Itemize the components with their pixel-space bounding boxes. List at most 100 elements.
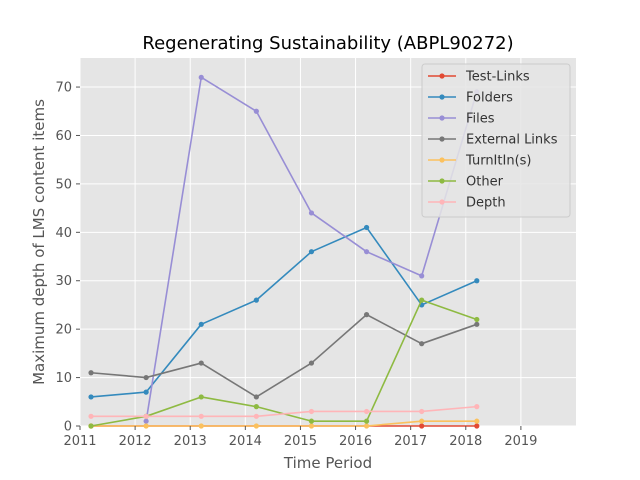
data-point (419, 341, 425, 347)
legend-marker (439, 136, 445, 142)
data-point (253, 297, 259, 303)
legend-marker (439, 115, 445, 121)
legend-entry: TurnItIn(s) (428, 154, 531, 169)
data-point (419, 273, 425, 279)
data-point (198, 360, 204, 366)
y-axis-ticks: 0 10 20 30 40 50 60 70 (55, 81, 80, 435)
legend-box (421, 63, 571, 218)
y-tick-label: 50 (55, 177, 72, 192)
data-point (363, 408, 370, 415)
series-line (91, 405, 477, 418)
x-tick-label: 2015 (284, 434, 317, 449)
legend-entry: External Links (428, 133, 558, 148)
data-point (308, 249, 315, 255)
data-point (88, 423, 94, 429)
data-point (198, 423, 204, 429)
y-tick-label: 40 (55, 226, 72, 241)
data-point (419, 423, 425, 429)
data-point (143, 389, 149, 395)
data-point (143, 423, 149, 429)
data-point (88, 413, 94, 419)
data-point (363, 312, 370, 318)
legend-label: Files (466, 112, 495, 127)
data-point (308, 423, 315, 429)
data-point (474, 423, 480, 429)
series-line (91, 420, 477, 427)
data-point (419, 418, 425, 424)
series-line (90, 313, 478, 398)
data-point (474, 418, 480, 424)
y-axis-label: Maximum depth of LMS content items (30, 99, 48, 385)
legend-marker (439, 199, 445, 205)
series-folders (88, 224, 480, 400)
data-point (143, 418, 149, 424)
data-point (363, 224, 370, 231)
x-tick-label: 2017 (394, 434, 427, 449)
x-tick-label: 2013 (174, 434, 207, 449)
data-point (253, 413, 259, 419)
series-depth (88, 404, 480, 419)
x-tick-label: 2019 (504, 434, 537, 449)
data-point (474, 321, 480, 327)
legend-label: Test-Links (465, 70, 530, 85)
data-point (88, 394, 94, 400)
data-point (253, 423, 259, 429)
data-point (198, 74, 204, 80)
y-tick-label: 30 (55, 274, 72, 289)
legend-label: External Links (466, 133, 558, 148)
data-point (419, 297, 425, 303)
data-point (253, 108, 259, 114)
data-point (198, 321, 204, 327)
data-point (308, 408, 315, 415)
data-point (363, 249, 370, 255)
chart-title: Regenerating Sustainability (ABPL90272) (142, 33, 513, 54)
data-point (88, 370, 94, 376)
series-layer (88, 74, 480, 429)
data-point (474, 316, 480, 323)
y-tick-label: 0 (64, 420, 72, 435)
y-tick-label: 10 (55, 371, 72, 386)
legend-entry: Test-Links (428, 70, 530, 85)
legend: Test-Links Folders Files External Links Turn… (421, 63, 571, 218)
y-tick-label: 20 (55, 323, 72, 338)
legend-entry: Other (428, 175, 504, 190)
data-point (308, 418, 315, 424)
legend-label: Folders (466, 91, 513, 106)
legend-marker (439, 94, 445, 100)
data-point (198, 413, 204, 419)
data-point (474, 278, 480, 284)
data-point (419, 408, 425, 415)
data-point (474, 404, 480, 410)
legend-entry: Folders (428, 91, 513, 106)
data-point (143, 374, 149, 381)
legend-label: TurnItIn(s) (465, 154, 531, 169)
legend-label: Other (466, 175, 504, 190)
x-axis-label: Time Period (283, 454, 372, 472)
x-tick-label: 2016 (339, 434, 372, 449)
data-point (198, 394, 204, 400)
data-point (143, 413, 149, 419)
legend-entry: Depth (428, 196, 506, 211)
data-point (363, 418, 370, 424)
data-point (308, 360, 315, 366)
x-tick-label: 2011 (63, 434, 96, 449)
legend-marker (439, 178, 445, 184)
x-tick-label: 2012 (119, 434, 152, 449)
x-tick-label: 2014 (229, 434, 262, 449)
series-line (90, 226, 478, 398)
x-axis-ticks: 2011 2012 2013 2014 2015 2016 2017 2018 2019 (63, 426, 537, 449)
legend-marker (439, 73, 445, 79)
y-tick-label: 70 (55, 81, 72, 96)
data-point (308, 210, 315, 216)
data-point (363, 423, 370, 429)
data-point (253, 394, 259, 400)
legend-entry: Files (428, 112, 495, 127)
x-tick-label: 2018 (449, 434, 482, 449)
series-external-links (88, 312, 480, 400)
legend-label: Depth (466, 196, 506, 211)
legend-marker (439, 157, 445, 163)
series-files (143, 74, 480, 424)
y-tick-label: 60 (55, 129, 72, 144)
data-point (253, 404, 259, 410)
